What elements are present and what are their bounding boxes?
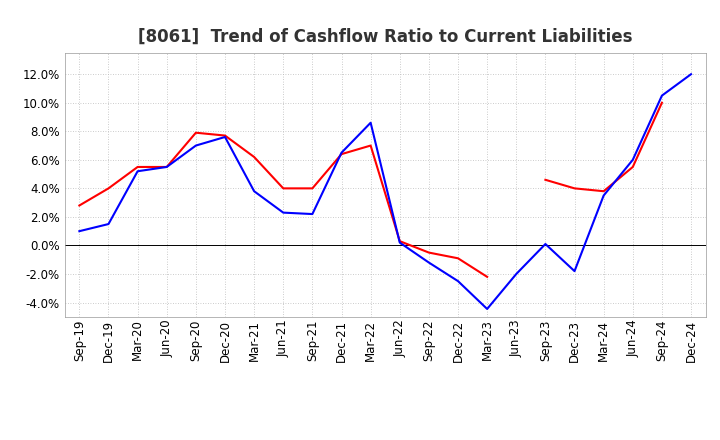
- Operating CF to Current Liabilities: [250, 154, 258, 160]
- Operating CF to Current Liabilities: [279, 186, 287, 191]
- Title: [8061]  Trend of Cashflow Ratio to Current Liabilities: [8061] Trend of Cashflow Ratio to Curren…: [138, 28, 632, 46]
- Line: Operating CF to Current Liabilities: Operating CF to Current Liabilities: [79, 133, 487, 277]
- Operating CF to Current Liabilities: [395, 238, 404, 244]
- Operating CF to Current Liabilities: [220, 133, 229, 138]
- Free CF to Current Liabilities: [395, 240, 404, 245]
- Free CF to Current Liabilities: [512, 271, 521, 277]
- Free CF to Current Liabilities: [133, 169, 142, 174]
- Free CF to Current Liabilities: [163, 164, 171, 169]
- Free CF to Current Liabilities: [250, 189, 258, 194]
- Free CF to Current Liabilities: [308, 211, 317, 216]
- Free CF to Current Liabilities: [629, 157, 637, 162]
- Operating CF to Current Liabilities: [366, 143, 375, 148]
- Free CF to Current Liabilities: [75, 228, 84, 234]
- Operating CF to Current Liabilities: [483, 274, 492, 279]
- Free CF to Current Liabilities: [483, 306, 492, 312]
- Operating CF to Current Liabilities: [192, 130, 200, 136]
- Operating CF to Current Liabilities: [163, 164, 171, 169]
- Operating CF to Current Liabilities: [75, 203, 84, 208]
- Free CF to Current Liabilities: [104, 221, 113, 227]
- Operating CF to Current Liabilities: [454, 256, 462, 261]
- Operating CF to Current Liabilities: [308, 186, 317, 191]
- Free CF to Current Liabilities: [425, 260, 433, 265]
- Operating CF to Current Liabilities: [104, 186, 113, 191]
- Free CF to Current Liabilities: [220, 134, 229, 139]
- Free CF to Current Liabilities: [366, 120, 375, 125]
- Free CF to Current Liabilities: [570, 268, 579, 274]
- Free CF to Current Liabilities: [657, 93, 666, 98]
- Free CF to Current Liabilities: [599, 193, 608, 198]
- Free CF to Current Liabilities: [541, 242, 550, 247]
- Operating CF to Current Liabilities: [133, 164, 142, 169]
- Line: Free CF to Current Liabilities: Free CF to Current Liabilities: [79, 74, 691, 309]
- Free CF to Current Liabilities: [279, 210, 287, 215]
- Free CF to Current Liabilities: [192, 143, 200, 148]
- Operating CF to Current Liabilities: [337, 151, 346, 157]
- Operating CF to Current Liabilities: [425, 250, 433, 255]
- Free CF to Current Liabilities: [337, 150, 346, 155]
- Free CF to Current Liabilities: [454, 279, 462, 284]
- Free CF to Current Liabilities: [687, 72, 696, 77]
